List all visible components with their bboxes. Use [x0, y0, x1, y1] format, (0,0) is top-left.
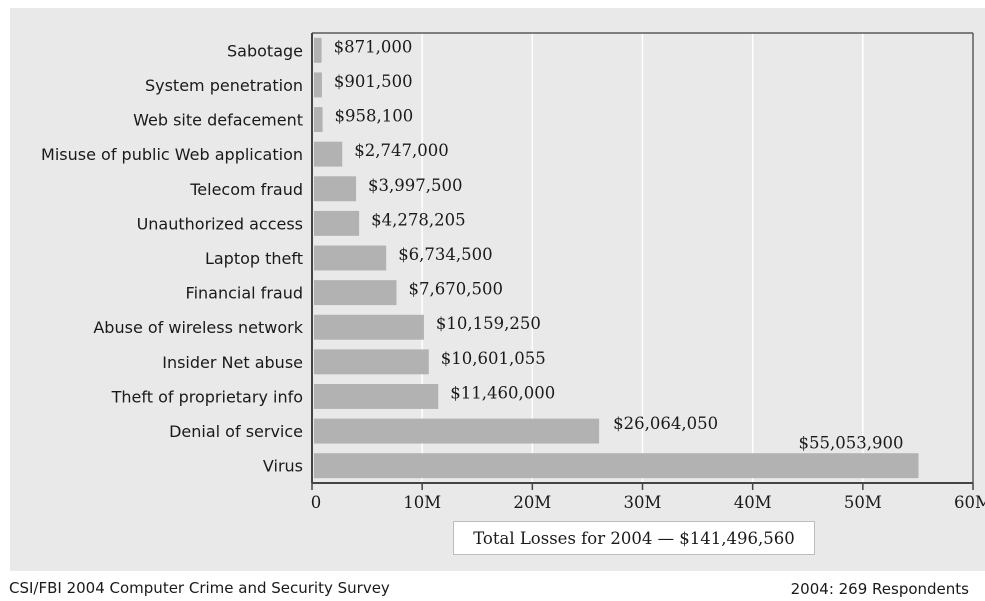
bar — [314, 72, 322, 98]
category-label: Misuse of public Web application — [41, 145, 303, 164]
x-tick-label: 60M — [954, 493, 985, 512]
data-label: $10,601,055 — [441, 349, 546, 368]
category-label: Theft of proprietary info — [111, 387, 303, 406]
bar — [314, 349, 429, 375]
x-tick-label: 30M — [624, 493, 662, 512]
data-label: $55,053,900 — [799, 434, 904, 453]
data-label: $11,460,000 — [450, 383, 555, 402]
bar — [314, 314, 424, 340]
total-losses-annotation: Total Losses for 2004 — $141,496,560 — [453, 521, 815, 555]
bar — [314, 384, 439, 409]
x-tick-label: 50M — [844, 493, 882, 512]
category-label: Sabotage — [227, 41, 303, 60]
respondents-caption: 2004: 269 Respondents — [790, 580, 969, 598]
x-tick-label: 10M — [403, 493, 441, 512]
data-label: $10,159,250 — [436, 314, 541, 333]
bar — [314, 141, 343, 167]
category-label: Denial of service — [169, 422, 303, 441]
category-label: Unauthorized access — [137, 214, 303, 233]
category-label: Financial fraud — [186, 284, 303, 303]
bar — [314, 176, 357, 202]
bar — [314, 453, 919, 479]
category-label: System penetration — [145, 76, 303, 95]
source-caption: CSI/FBI 2004 Computer Crime and Security… — [9, 579, 390, 597]
data-label: $26,064,050 — [613, 414, 718, 433]
data-label: $3,997,500 — [368, 176, 462, 195]
data-label: $958,100 — [335, 107, 414, 126]
x-tick-label: 40M — [734, 493, 772, 512]
data-label: $871,000 — [334, 37, 413, 56]
bar — [314, 245, 387, 271]
bar — [314, 37, 322, 63]
category-label: Laptop theft — [205, 249, 303, 268]
x-tick-label: 0 — [311, 493, 322, 512]
data-label: $901,500 — [334, 72, 413, 91]
data-label: $2,747,000 — [354, 141, 448, 160]
category-label: Telecom fraud — [189, 180, 303, 199]
bar — [314, 280, 397, 306]
category-label: Virus — [263, 457, 303, 476]
category-label: Web site defacement — [133, 111, 303, 130]
x-tick-label: 20M — [513, 493, 551, 512]
bar — [314, 107, 323, 132]
bar — [314, 210, 360, 236]
data-label: $4,278,205 — [371, 210, 465, 229]
bar — [314, 418, 600, 444]
category-label: Insider Net abuse — [162, 353, 303, 372]
data-label: $6,734,500 — [398, 245, 492, 264]
data-label: $7,670,500 — [409, 280, 503, 299]
category-label: Abuse of wireless network — [93, 318, 303, 337]
